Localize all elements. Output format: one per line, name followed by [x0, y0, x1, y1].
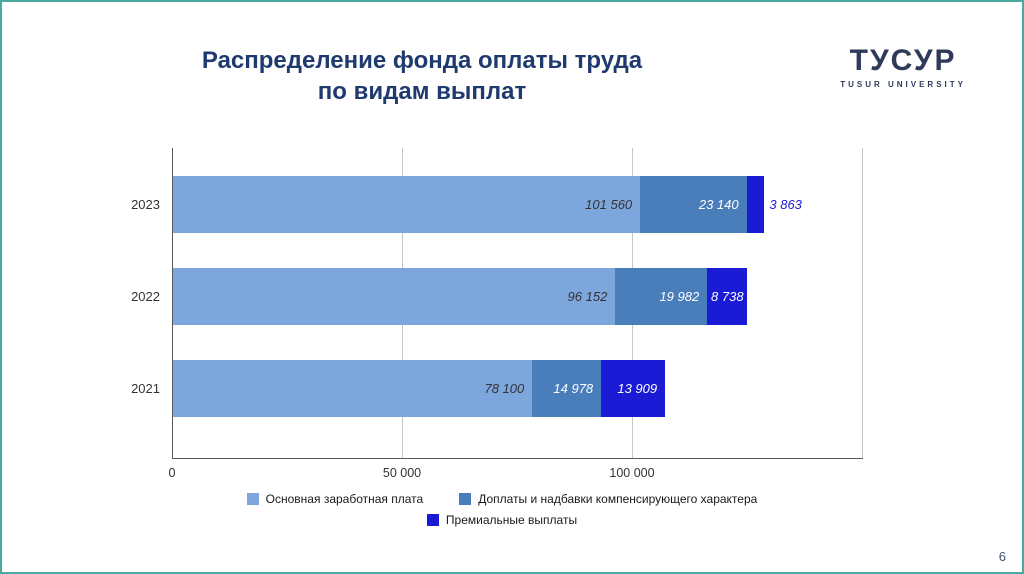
bar-value-label: 14 978: [553, 380, 594, 396]
bar-value-label: 19 982: [659, 288, 700, 304]
legend-label: Основная заработная плата: [265, 492, 424, 506]
legend-swatch: [459, 493, 472, 505]
title-line-1: Распределение фонда оплаты труда: [201, 47, 643, 74]
bar-segment: [707, 268, 748, 325]
logo-subtitle: TUSUR UNIVERSITY: [840, 80, 966, 89]
legend-swatch: [426, 514, 439, 526]
x-tick-label: 100 000: [609, 466, 655, 480]
tusur-logo: ТУСУР TUSUR UNIVERSITY: [840, 44, 966, 90]
bar-segment: [615, 268, 708, 325]
chart-legend: Основная заработная плата Доплаты и надба…: [102, 492, 902, 527]
x-tick-label: 50 000: [382, 466, 422, 480]
bar-segment: [173, 360, 533, 417]
legend-label: Премиальные выплаты: [445, 513, 578, 527]
logo-wordmark: ТУСУР: [849, 44, 957, 77]
x-tick-label: 0: [168, 466, 176, 480]
y-category-label: 2022: [131, 288, 160, 304]
bar-value-label: 13 909: [617, 380, 658, 396]
bar-value-label: 101 560: [585, 196, 633, 212]
slide-title: Распределение фонда оплаты труда по вида…: [92, 46, 752, 107]
bar-value-label: 3 863: [769, 196, 802, 212]
legend-item: Доплаты и надбавки компенсирующего харак…: [459, 492, 757, 506]
bar-segment: [173, 268, 616, 325]
legend-row: Премиальные выплаты: [426, 513, 578, 527]
legend-row: Основная заработная плата Доплаты и надба…: [246, 492, 757, 506]
legend-item: Премиальные выплаты: [426, 513, 578, 527]
y-category-label: 2023: [131, 196, 160, 212]
gridline: [862, 148, 863, 458]
legend-swatch: [246, 493, 259, 505]
bar-segment: [173, 176, 641, 233]
plot-area: 101 560 23 140 3 863 96 152 19 982 8 738 78 10…: [172, 148, 863, 459]
bar-value-label: 23 140: [698, 196, 739, 212]
y-category-label: 2021: [131, 380, 160, 396]
bar-segment: [601, 360, 666, 417]
bar-value-label: 78 100: [484, 380, 525, 396]
legend-label: Доплаты и надбавки компенсирующего харак…: [478, 492, 758, 506]
bar-value-label: 96 152: [567, 288, 608, 304]
bar-segment: [746, 176, 765, 233]
page-number: 6: [998, 549, 1006, 564]
payroll-distribution-chart: 101 560 23 140 3 863 96 152 19 982 8 738 78 10…: [102, 140, 902, 550]
bar-value-label: 8 738: [711, 288, 744, 304]
bar-segment: [532, 360, 602, 417]
bar-segment: [640, 176, 747, 233]
title-line-2: по видам выплат: [317, 77, 527, 105]
legend-item: Основная заработная плата: [246, 492, 424, 506]
